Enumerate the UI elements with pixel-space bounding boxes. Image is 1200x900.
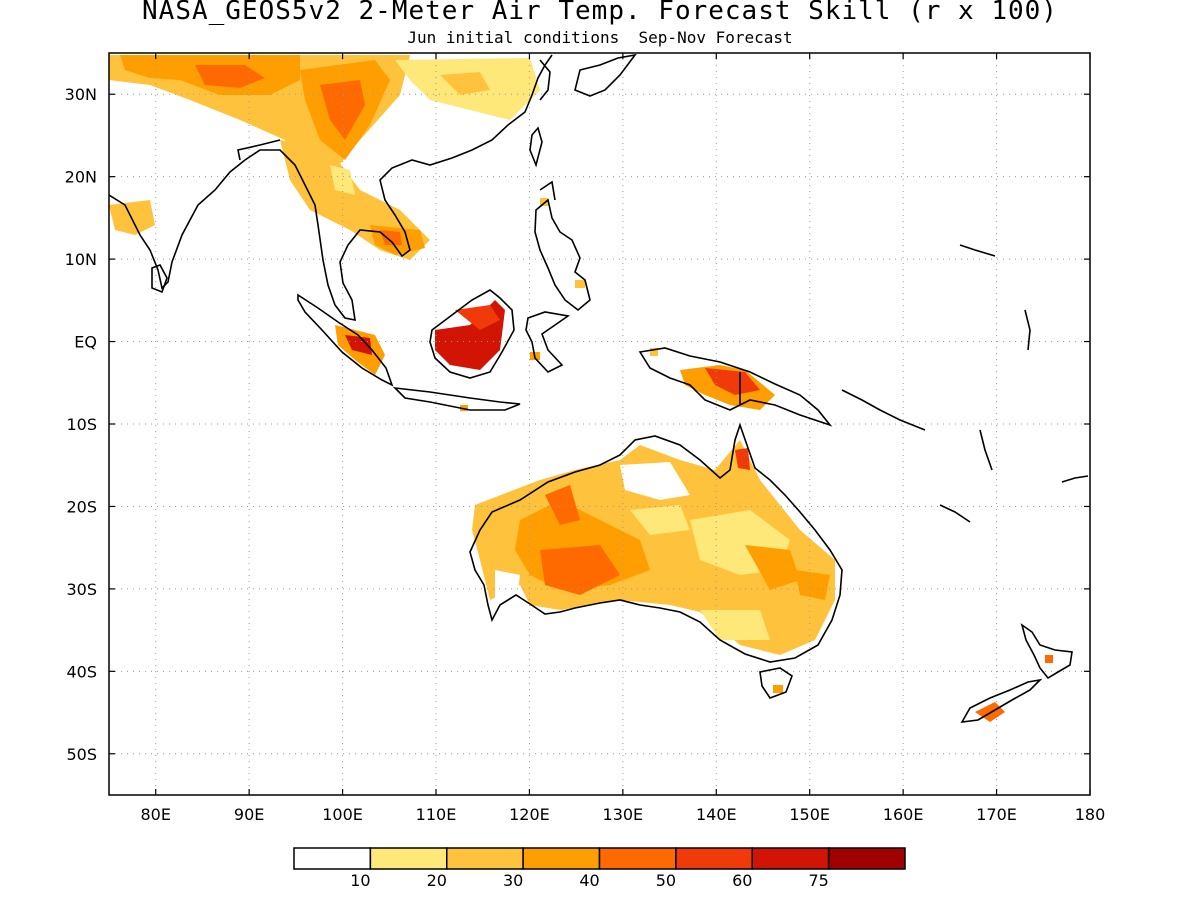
color-bar-swatch bbox=[751, 847, 830, 870]
color-bar-label: 75 bbox=[808, 871, 828, 890]
color-bar-labels: 10 20 30 40 50 60 75 bbox=[350, 871, 829, 890]
grid-lines bbox=[109, 53, 1090, 795]
lon-label: 110E bbox=[416, 805, 457, 824]
color-bar-label: 10 bbox=[350, 871, 370, 890]
skill-shading bbox=[109, 55, 1053, 722]
color-bar-label: 40 bbox=[579, 871, 599, 890]
longitude-labels: 80E 90E 100E 110E 120E 130E 140E 150E 160E 170E 18… bbox=[140, 805, 1105, 824]
color-bar-label: 60 bbox=[732, 871, 752, 890]
lat-label: 40S bbox=[66, 662, 97, 681]
map-frame bbox=[108, 52, 1091, 796]
lon-label: 80E bbox=[140, 805, 170, 824]
map-subtitle: Jun initial conditions Sep-Nov Forecast bbox=[407, 28, 793, 47]
color-bar-swatch bbox=[522, 847, 601, 870]
lat-label: 20S bbox=[66, 497, 97, 516]
lon-label: 120E bbox=[509, 805, 550, 824]
lon-label: 160E bbox=[883, 805, 924, 824]
lat-label: EQ bbox=[74, 333, 97, 352]
map-title: NASA_GEOS5v2 2-Meter Air Temp. Forecast … bbox=[142, 0, 1058, 26]
axis-ticks bbox=[109, 53, 1091, 795]
color-bar-label: 20 bbox=[427, 871, 447, 890]
color-bar-label: 50 bbox=[656, 871, 676, 890]
lat-label: 50S bbox=[66, 745, 97, 764]
lon-label: 180 bbox=[1075, 805, 1106, 824]
lon-label: 150E bbox=[789, 805, 830, 824]
lat-label: 30S bbox=[66, 580, 97, 599]
color-bar-swatch bbox=[446, 847, 524, 870]
color-bar-swatch bbox=[369, 847, 448, 870]
lon-label: 130E bbox=[603, 805, 644, 824]
lat-label: 20N bbox=[65, 168, 97, 187]
color-bar bbox=[293, 847, 906, 870]
lon-label: 140E bbox=[696, 805, 737, 824]
color-bar-label: 30 bbox=[503, 871, 523, 890]
lat-label: 10N bbox=[65, 250, 97, 269]
color-bar-swatch bbox=[293, 847, 372, 870]
lat-label: 30N bbox=[65, 85, 97, 104]
color-bar-swatch bbox=[827, 847, 906, 870]
color-bar-swatch bbox=[598, 847, 677, 870]
lat-label: 10S bbox=[66, 415, 97, 434]
lon-label: 90E bbox=[234, 805, 264, 824]
coastlines bbox=[109, 53, 1089, 723]
lon-label: 100E bbox=[322, 805, 363, 824]
latitude-labels: 30N 20N 10N EQ 10S 20S 30S 40S 50S bbox=[65, 85, 97, 764]
color-bar-swatch bbox=[675, 847, 753, 870]
lon-label: 170E bbox=[976, 805, 1017, 824]
